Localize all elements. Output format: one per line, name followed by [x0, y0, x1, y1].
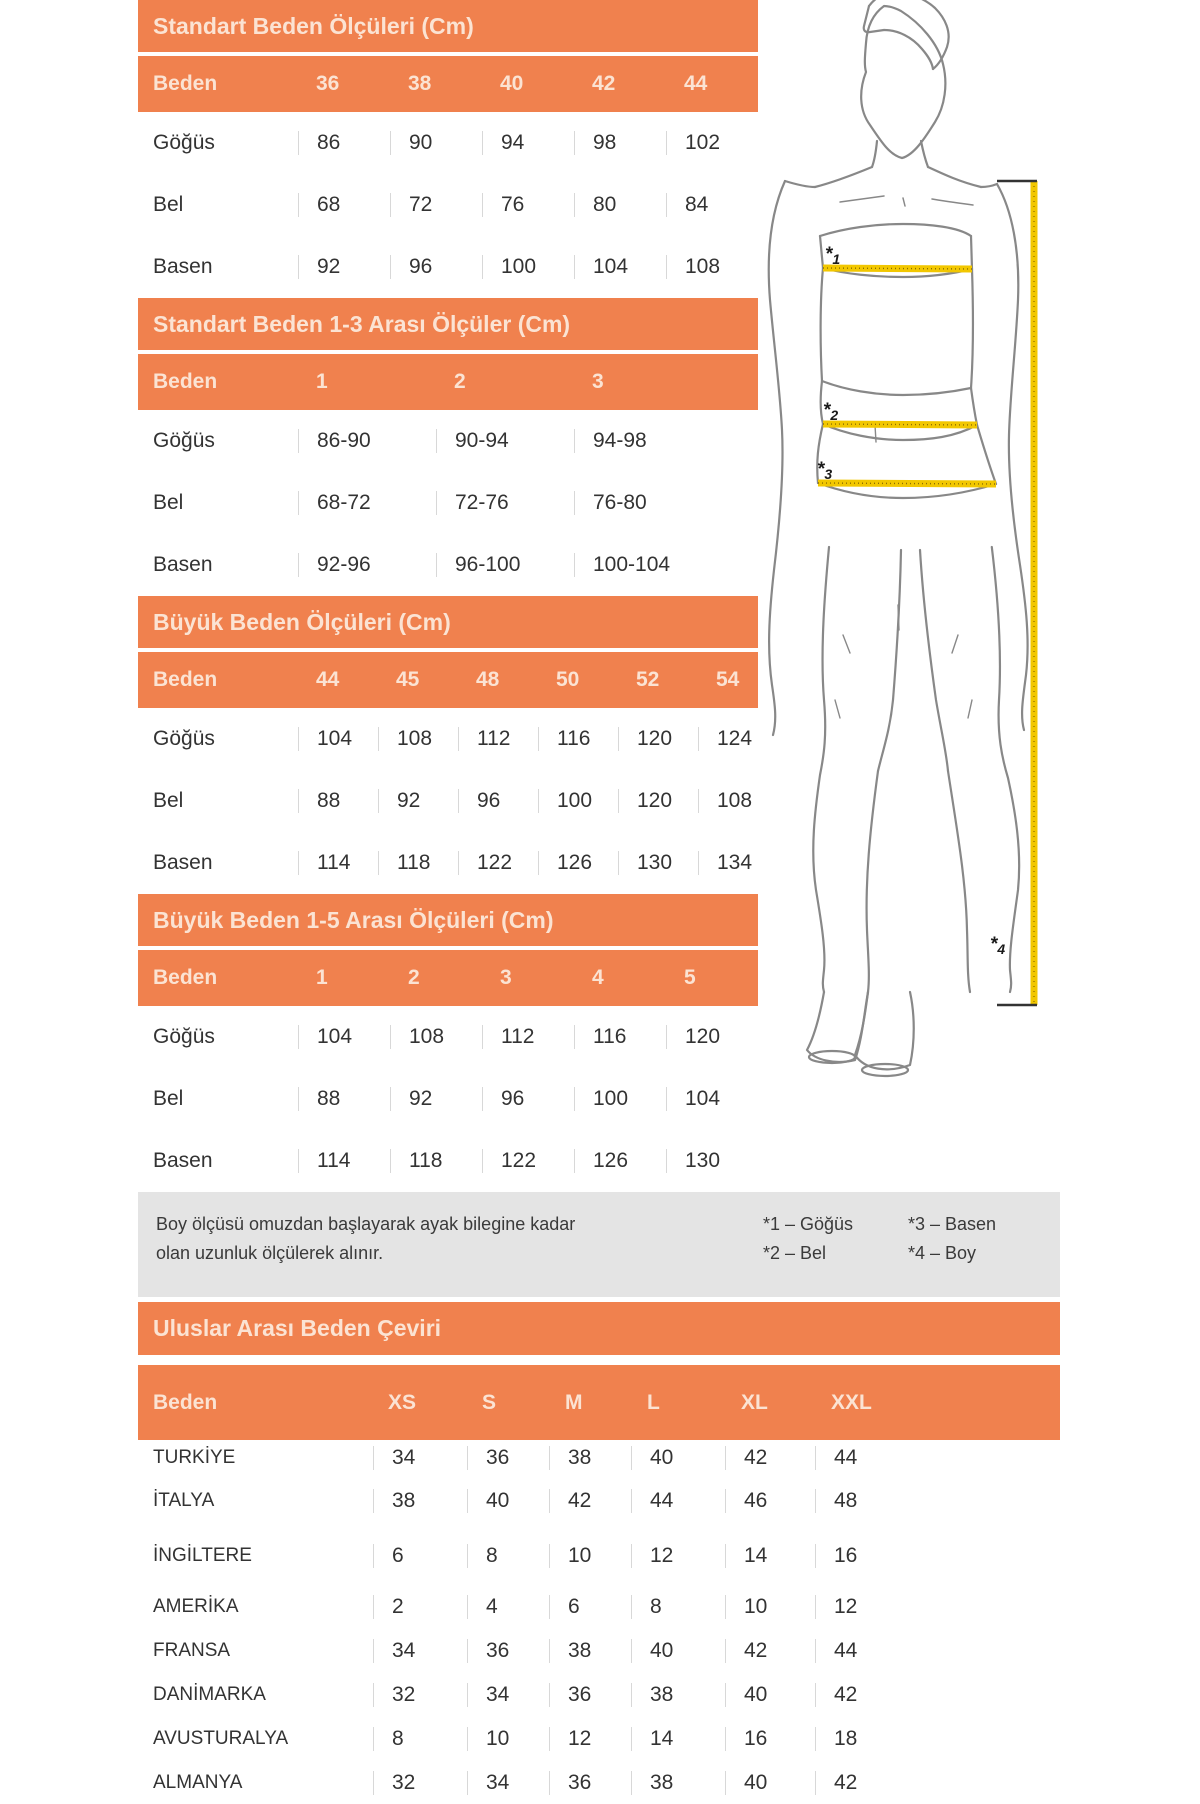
svg-text:*4: *4 — [990, 934, 1005, 957]
svg-text:*3: *3 — [817, 459, 832, 482]
svg-text:*1: *1 — [825, 244, 840, 267]
svg-text:*2: *2 — [823, 400, 838, 423]
